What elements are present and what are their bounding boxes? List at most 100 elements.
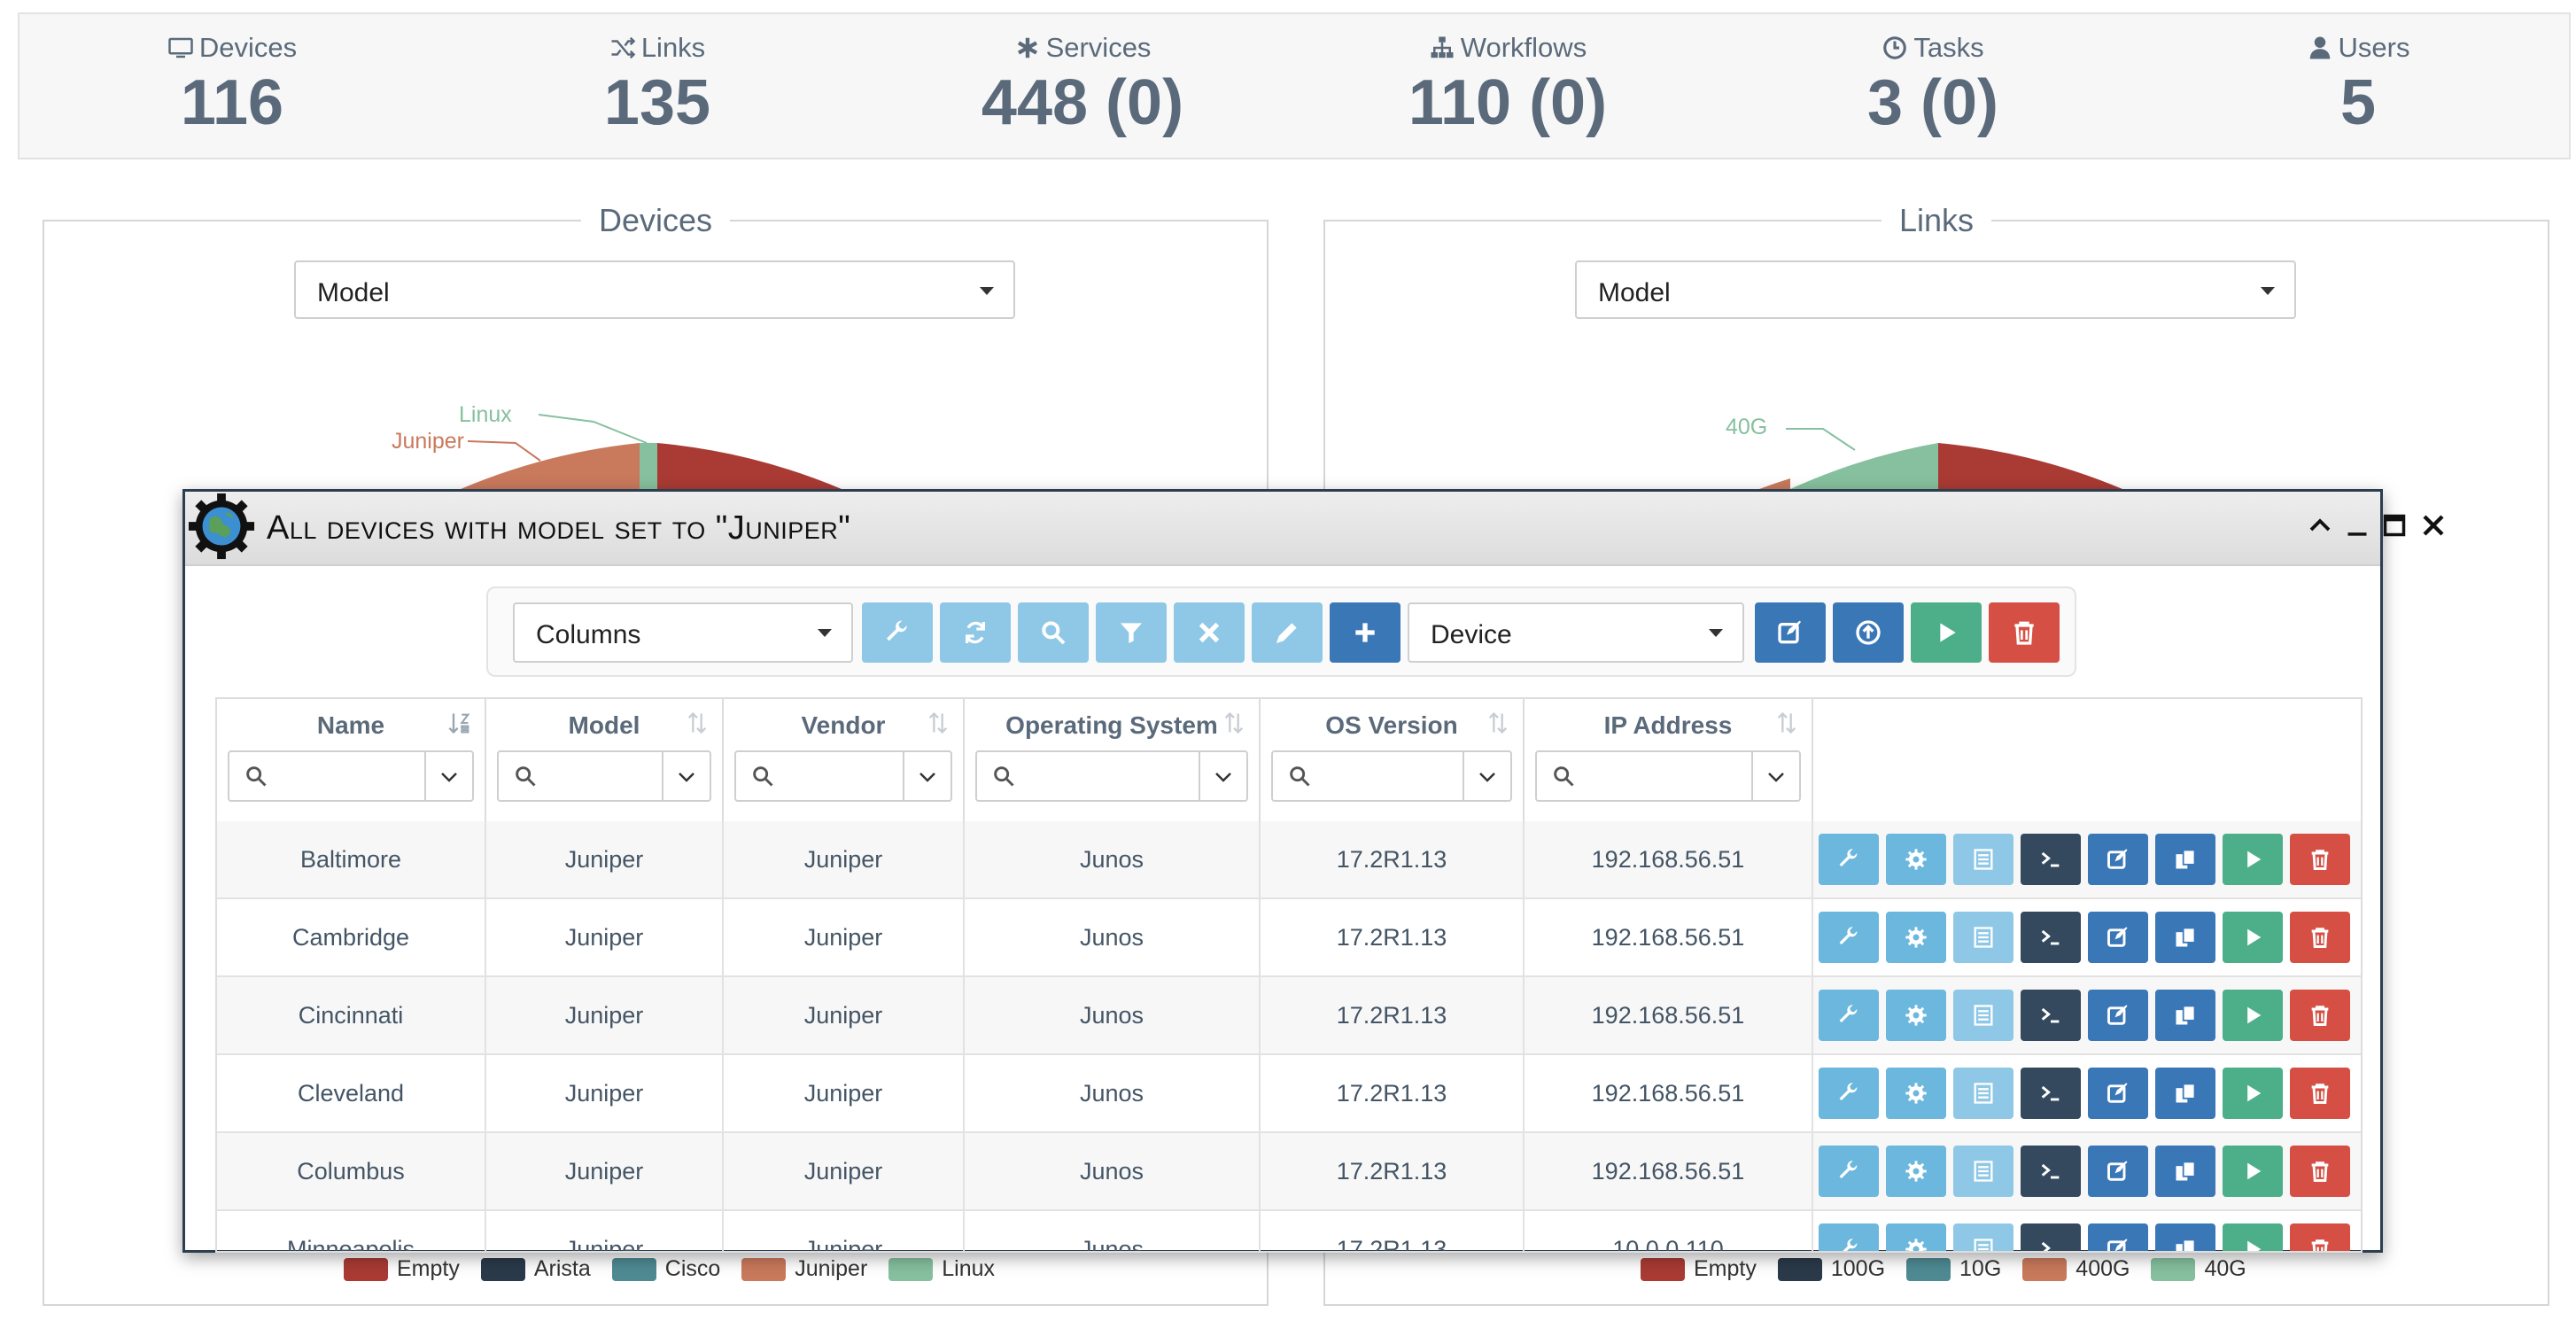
configuration-button[interactable] [1886,1068,1946,1119]
filter-button[interactable] [1096,602,1167,663]
filter-mode-dropdown[interactable] [1751,752,1799,800]
maximize-button[interactable] [2375,506,2414,545]
column-header-name[interactable]: Name [217,699,486,821]
legend-item[interactable]: Arista [480,1256,591,1282]
results-button[interactable] [1953,834,2013,885]
table-row[interactable]: Baltimore Juniper Juniper Junos 17.2R1.13 192… [217,821,2361,899]
connect-button[interactable] [2021,912,2081,963]
run-button[interactable] [2223,990,2283,1041]
edit-device-button[interactable] [2088,1223,2148,1251]
modal-header[interactable]: All devices with model set to "Juniper" [185,492,2444,566]
configuration-button[interactable] [1886,834,1946,885]
edit-button[interactable] [1819,1068,1879,1119]
edit-button[interactable] [1819,834,1879,885]
edit-device-button[interactable] [2088,990,2148,1041]
delete-button[interactable] [2290,990,2350,1041]
table-row[interactable]: Cambridge Juniper Juniper Junos 17.2R1.13 192… [217,899,2361,977]
connect-button[interactable] [2021,990,2081,1041]
legend-item[interactable]: 40G [2151,1256,2246,1282]
table-row[interactable]: Columbus Juniper Juniper Junos 17.2R1.13 192.… [217,1133,2361,1211]
edit-device-button[interactable] [2088,834,2148,885]
column-header-ip-address[interactable]: IP Address [1525,699,1813,821]
edit-device-button[interactable] [2088,912,2148,963]
collapse-button[interactable] [2301,506,2339,545]
ip-filter-input[interactable] [1535,750,1801,802]
run-service-button[interactable] [1911,602,1982,663]
legend-item[interactable]: Linux [888,1256,995,1282]
results-button[interactable] [1953,1068,2013,1119]
duplicate-button[interactable] [2155,990,2215,1041]
configuration-button[interactable] [1886,1223,1946,1251]
edit-button[interactable] [1819,990,1879,1041]
minimize-button[interactable] [2338,506,2377,545]
column-header-model[interactable]: Model [486,699,724,821]
connect-button[interactable] [2021,1068,2081,1119]
column-header-vendor[interactable]: Vendor [724,699,965,821]
duplicate-button[interactable] [2155,834,2215,885]
edit-button[interactable] [1819,912,1879,963]
model-filter-input[interactable] [497,750,711,802]
table-row[interactable]: Cincinnati Juniper Juniper Junos 17.2R1.13 19… [217,977,2361,1055]
filter-mode-dropdown[interactable] [424,752,472,800]
connect-button[interactable] [2021,834,2081,885]
columns-select[interactable]: Columns [513,602,853,663]
legend-item[interactable]: 10G [1906,1256,2001,1282]
connect-button[interactable] [2021,1223,2081,1251]
os-version-filter-input[interactable] [1271,750,1512,802]
results-button[interactable] [1953,990,2013,1041]
connect-button[interactable] [2021,1146,2081,1197]
legend-item[interactable]: 100G [1777,1256,1885,1282]
edit-button[interactable] [1819,1223,1879,1251]
filter-mode-dropdown[interactable] [1463,752,1510,800]
run-button[interactable] [2223,1068,2283,1119]
delete-button[interactable] [2290,912,2350,963]
legend-item[interactable]: 400G [2022,1256,2130,1282]
duplicate-button[interactable] [2155,1146,2215,1197]
name-filter-input[interactable] [228,750,474,802]
run-button[interactable] [2223,1146,2283,1197]
export-button[interactable] [1833,602,1904,663]
results-button[interactable] [1953,1146,2013,1197]
add-button[interactable] [1330,602,1401,663]
refresh-button[interactable] [940,602,1011,663]
filter-mode-dropdown[interactable] [662,752,710,800]
devices-group-select[interactable]: Model [294,260,1015,319]
filter-mode-dropdown[interactable] [903,752,950,800]
delete-button[interactable] [2290,1068,2350,1119]
duplicate-button[interactable] [2155,1223,2215,1251]
delete-button[interactable] [2290,834,2350,885]
close-button[interactable] [2414,506,2453,545]
configuration-button[interactable] [1886,990,1946,1041]
edit-device-button[interactable] [2088,1068,2148,1119]
duplicate-button[interactable] [2155,1068,2215,1119]
run-button[interactable] [2223,834,2283,885]
duplicate-button[interactable] [2155,912,2215,963]
edit-device-button[interactable] [2088,1146,2148,1197]
configuration-button[interactable] [1886,912,1946,963]
legend-item[interactable]: Cisco [611,1256,720,1282]
vendor-filter-input[interactable] [734,750,952,802]
delete-button[interactable] [2290,1146,2350,1197]
run-button[interactable] [2223,912,2283,963]
edit-properties-button[interactable] [862,602,933,663]
table-row[interactable]: Cleveland Juniper Juniper Junos 17.2R1.13 192… [217,1055,2361,1133]
legend-item[interactable]: Juniper [741,1256,867,1282]
edit-button[interactable] [1819,1146,1879,1197]
search-button[interactable] [1018,602,1089,663]
results-button[interactable] [1953,1223,2013,1251]
column-header-os-version[interactable]: OS Version [1261,699,1525,821]
legend-item[interactable]: Empty [344,1256,460,1282]
legend-item[interactable]: Empty [1641,1256,1757,1282]
configuration-button[interactable] [1886,1146,1946,1197]
bulk-delete-button[interactable] [1989,602,2060,663]
table-row[interactable]: Minneapolis Juniper Juniper Junos 17.2R1.13 1… [217,1211,2361,1251]
os-filter-input[interactable] [975,750,1248,802]
clear-search-button[interactable] [1174,602,1245,663]
bulk-edit-selected-button[interactable] [1755,602,1826,663]
delete-button[interactable] [2290,1223,2350,1251]
object-type-select[interactable]: Device [1408,602,1744,663]
results-button[interactable] [1953,912,2013,963]
links-group-select[interactable]: Model [1575,260,2296,319]
bulk-edit-button[interactable] [1252,602,1323,663]
column-header-operating-system[interactable]: Operating System [965,699,1261,821]
